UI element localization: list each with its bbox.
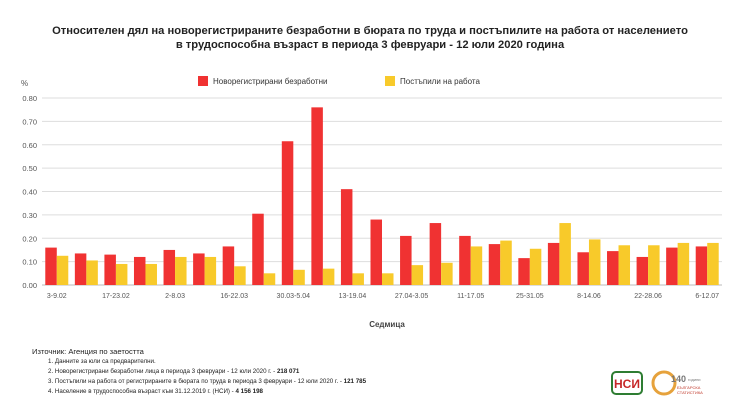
bar-new-unemployed (45, 247, 57, 285)
bar-started-work (352, 273, 364, 285)
bar-new-unemployed (666, 247, 678, 285)
bar-started-work (441, 262, 453, 285)
bar-new-unemployed (695, 246, 708, 285)
footnote-1-text: 1. Данните за юли са предварителни. (48, 358, 156, 365)
bar-new-unemployed (74, 253, 87, 285)
footnote-2: 2. Новорегистрирани безработни лица в пе… (48, 367, 366, 377)
x-tick-label: 27.04-3.05 (395, 293, 429, 300)
x-tick-label: 8-14.06 (577, 293, 601, 300)
y-axis-label: % (21, 79, 28, 88)
y-tick-label: 0.70 (22, 117, 37, 126)
bar-started-work (115, 263, 128, 285)
bar-new-unemployed (252, 213, 264, 285)
bar-new-unemployed (459, 235, 471, 285)
bar-started-work (204, 256, 217, 285)
footnote-3: 3. Постъпили на работа от регистрираните… (48, 377, 366, 387)
bar-started-work (175, 256, 187, 285)
y-tick-label: 0.20 (22, 234, 37, 243)
bar-new-unemployed (133, 256, 146, 285)
footnote-4-value: 4 156 198 (235, 388, 263, 396)
y-tick-label: 0.80 (22, 94, 37, 103)
footnote-1: 1. Данните за юли са предварителни. (48, 357, 366, 367)
bar-started-work (411, 265, 424, 285)
bar-new-unemployed (400, 235, 412, 285)
nsi-logo: НСИ (611, 371, 643, 395)
y-tick-label: 0.30 (22, 211, 37, 220)
footnote-3-value: 121 785 (343, 378, 367, 386)
bar-new-unemployed (370, 219, 382, 285)
bar-new-unemployed (281, 141, 294, 285)
footnote-2-value: 218 071 (276, 368, 300, 376)
x-tick-label: 25-31.05 (516, 293, 544, 300)
legend-label-new-unemployed: Новорегистрирани безработни (213, 77, 327, 86)
bar-new-unemployed (104, 254, 116, 285)
bar-new-unemployed (222, 246, 235, 285)
chart-title-line2: в трудоспособна възраст в периода 3 февр… (175, 39, 565, 51)
y-tick-label: 0.40 (22, 188, 37, 197)
anniversary-line1: БЪЛГАРСКА (677, 385, 701, 390)
bar-started-work (677, 242, 690, 285)
bar-started-work (648, 245, 660, 285)
bar-new-unemployed (340, 189, 353, 285)
bar-started-work (470, 246, 483, 285)
bar-started-work (293, 269, 305, 285)
x-tick-label: 16-22.03 (220, 293, 248, 300)
y-tick-label: 0.10 (22, 258, 37, 267)
legend-swatch-new-unemployed (198, 76, 208, 86)
bar-started-work (322, 268, 335, 285)
bar-started-work (382, 273, 394, 285)
bar-started-work (86, 260, 98, 285)
bar-new-unemployed (577, 252, 589, 285)
x-tick-label: 22-28.06 (634, 293, 662, 300)
footnote-2-text: 2. Новорегистрирани безработни лица в пе… (48, 368, 277, 376)
x-tick-label: 6-12.07 (695, 293, 719, 300)
footnote-3-text: 3. Постъпили на работа от регистрираните… (48, 378, 344, 386)
x-tick-label: 11-17.05 (457, 293, 484, 300)
bar-started-work (263, 273, 276, 285)
bar-new-unemployed (163, 249, 176, 285)
bar-chart: 0.00 0.10 0.20 0.30 0.40 0.50 0.60 0.70 0.80% 3-9… (21, 76, 722, 329)
anniversary-logo-ring (651, 370, 677, 396)
x-tick-label: 30.03-5.04 (277, 293, 311, 300)
bar-new-unemployed (607, 251, 619, 285)
chart-title-line1: Относителен дял на новорегистрираните бе… (52, 25, 688, 37)
legend-swatch-started-work (385, 76, 395, 86)
footnotes: 1. Данните за юли са предварителни. 2. Н… (48, 357, 366, 397)
x-tick-label: 13-19.04 (339, 293, 367, 300)
footnote-4-text: 4. Население в трудоспособна възраст към… (48, 388, 236, 396)
bar-started-work (234, 266, 246, 285)
legend-label-started-work: Постъпили на работа (400, 77, 480, 86)
nsi-logo-text: НСИ (614, 377, 640, 391)
nsi-logo-frame (611, 371, 643, 395)
x-tick-label: 17-23.02 (102, 293, 130, 300)
bar-started-work (707, 242, 719, 285)
anniversary-number: 140 (671, 374, 686, 384)
bar-started-work (56, 255, 69, 285)
bar-new-unemployed (193, 253, 205, 285)
bar-new-unemployed (636, 256, 649, 285)
bar-new-unemployed (518, 258, 530, 285)
bar-started-work (559, 223, 571, 285)
bar-started-work (145, 263, 157, 285)
bar-started-work (618, 245, 631, 285)
bar-started-work (529, 248, 542, 285)
anniversary-suffix: години (688, 377, 701, 382)
y-tick-label: 0.00 (22, 281, 37, 290)
bar-new-unemployed (311, 107, 323, 285)
bar-started-work (500, 240, 512, 285)
y-tick-label: 0.50 (22, 164, 37, 173)
anniversary-logo: 140 години БЪЛГАРСКА СТАТИСТИКА (651, 370, 703, 396)
x-axis-label: Седмица (369, 320, 405, 329)
bar-new-unemployed (488, 244, 501, 285)
x-tick-label: 3-9.02 (47, 293, 67, 300)
x-tick-label: 2-8.03 (165, 293, 185, 300)
source-text: Източник: Агенция по заетостта (32, 347, 144, 356)
anniversary-line2: СТАТИСТИКА (677, 390, 703, 395)
bar-new-unemployed (429, 223, 442, 285)
bar-started-work (588, 239, 601, 285)
footnote-4: 4. Население в трудоспособна възраст към… (48, 387, 366, 397)
y-tick-label: 0.60 (22, 141, 37, 150)
bar-new-unemployed (547, 242, 560, 285)
